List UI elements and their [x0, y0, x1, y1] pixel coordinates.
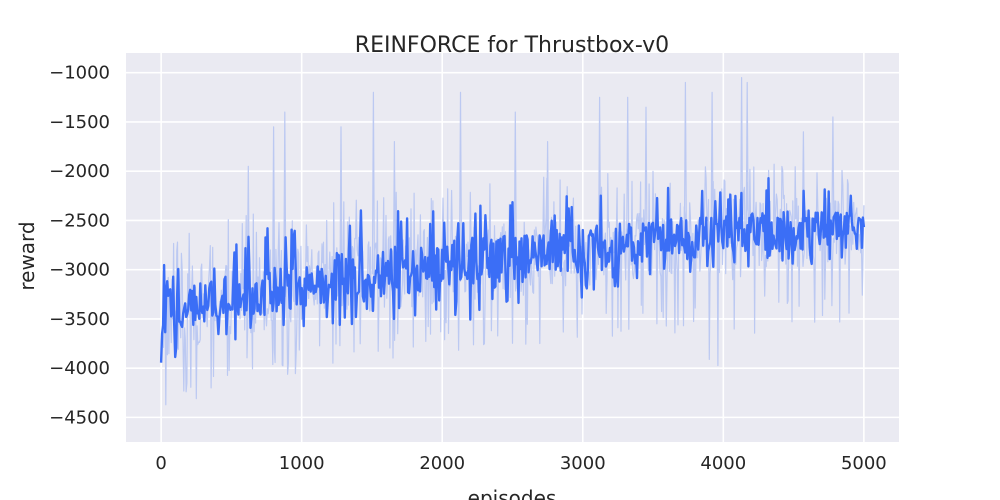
series-0 — [160, 77, 865, 406]
y-tick-label: −3500 — [49, 309, 110, 330]
x-tick-label: 1000 — [279, 453, 325, 474]
y-tick-label: −2500 — [49, 210, 110, 231]
y-axis-label: reward — [15, 221, 39, 290]
tick-labels: 0 1000 2000 3000 4000 5000 −1000 −1500 −2000 −250… — [49, 63, 887, 474]
x-tick-label: 4000 — [700, 453, 746, 474]
series-line — [160, 77, 865, 406]
x-axis-label: episodes — [468, 486, 557, 500]
x-tick-label: 3000 — [560, 453, 606, 474]
y-tick-label: −2000 — [49, 161, 110, 182]
x-tick-label: 2000 — [419, 453, 465, 474]
series-layer — [159, 77, 866, 406]
x-tick-label: 0 — [155, 453, 166, 474]
y-tick-label: −1500 — [49, 112, 110, 133]
x-tick-label: 5000 — [841, 453, 887, 474]
series-line — [159, 177, 866, 363]
y-tick-label: −1000 — [49, 63, 110, 84]
series-1 — [159, 177, 866, 363]
chart-title: REINFORCE for Thrustbox-v0 — [355, 33, 669, 58]
y-tick-label: −3000 — [49, 260, 110, 281]
y-tick-label: −4000 — [49, 358, 110, 379]
y-tick-label: −4500 — [49, 407, 110, 428]
